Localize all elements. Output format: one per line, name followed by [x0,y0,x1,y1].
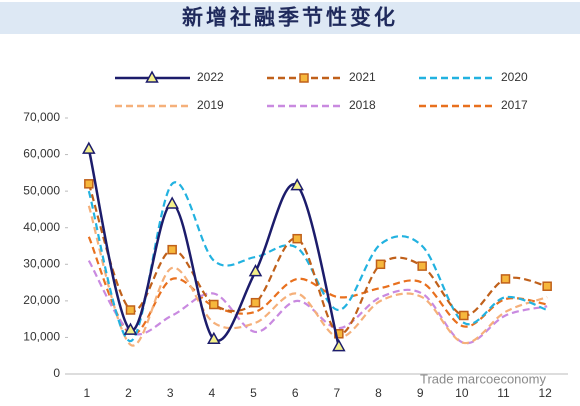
y-tick-label: 20,000 [23,293,60,307]
legend-label: 2017 [501,98,528,112]
marker [250,297,261,308]
series-line [87,205,548,347]
series-line [87,183,548,335]
y-tick-label: 50,000 [23,183,60,197]
marker [145,70,159,83]
y-tick-label: 0 [53,366,60,380]
series-line [87,181,548,343]
y-tick-label: 70,000 [23,110,60,124]
x-tick-label: 8 [375,386,382,400]
legend-label: 2019 [197,98,224,112]
series-line [87,148,341,347]
x-tick-label: 6 [292,386,299,400]
watermark: Trade marcoeconomy [420,371,546,386]
y-tick-label: 10,000 [23,330,60,344]
marker [165,196,179,209]
chart-title: 新增社融季节性变化 [182,5,398,30]
marker [500,274,511,284]
series-line [87,260,548,345]
x-tick-label: 3 [167,386,174,400]
legend-label: 2021 [349,70,376,84]
x-tick-label: 12 [538,386,552,400]
x-tick-label: 7 [333,386,340,400]
marker [542,281,552,291]
marker [207,331,221,345]
x-tick-label: 5 [250,386,257,400]
marker [459,310,469,321]
marker [209,299,219,310]
marker [82,141,96,154]
x-tick-label: 10 [455,386,469,400]
marker [417,261,427,271]
y-tick-label: 60,000 [23,147,60,161]
x-tick-label: 4 [208,386,215,400]
x-tick-label: 9 [417,386,424,400]
series-line [87,236,548,336]
marker [375,259,386,270]
legend-label: 2022 [197,70,224,84]
marker [292,233,302,244]
marker [290,178,304,191]
legend-label: 2020 [501,70,528,84]
marker [332,339,346,352]
legend-label: 2018 [349,98,376,112]
marker [248,264,263,277]
x-tick-label: 11 [497,386,510,400]
y-tick-label: 30,000 [23,256,60,270]
marker [125,305,136,315]
marker [167,244,177,255]
y-tick-label: 40,000 [23,220,60,234]
marker [123,322,138,335]
marker [84,179,94,189]
title-bar [0,2,580,34]
x-tick-label: 2 [125,386,132,400]
x-tick-label: 1 [83,386,90,400]
marker [299,73,309,83]
